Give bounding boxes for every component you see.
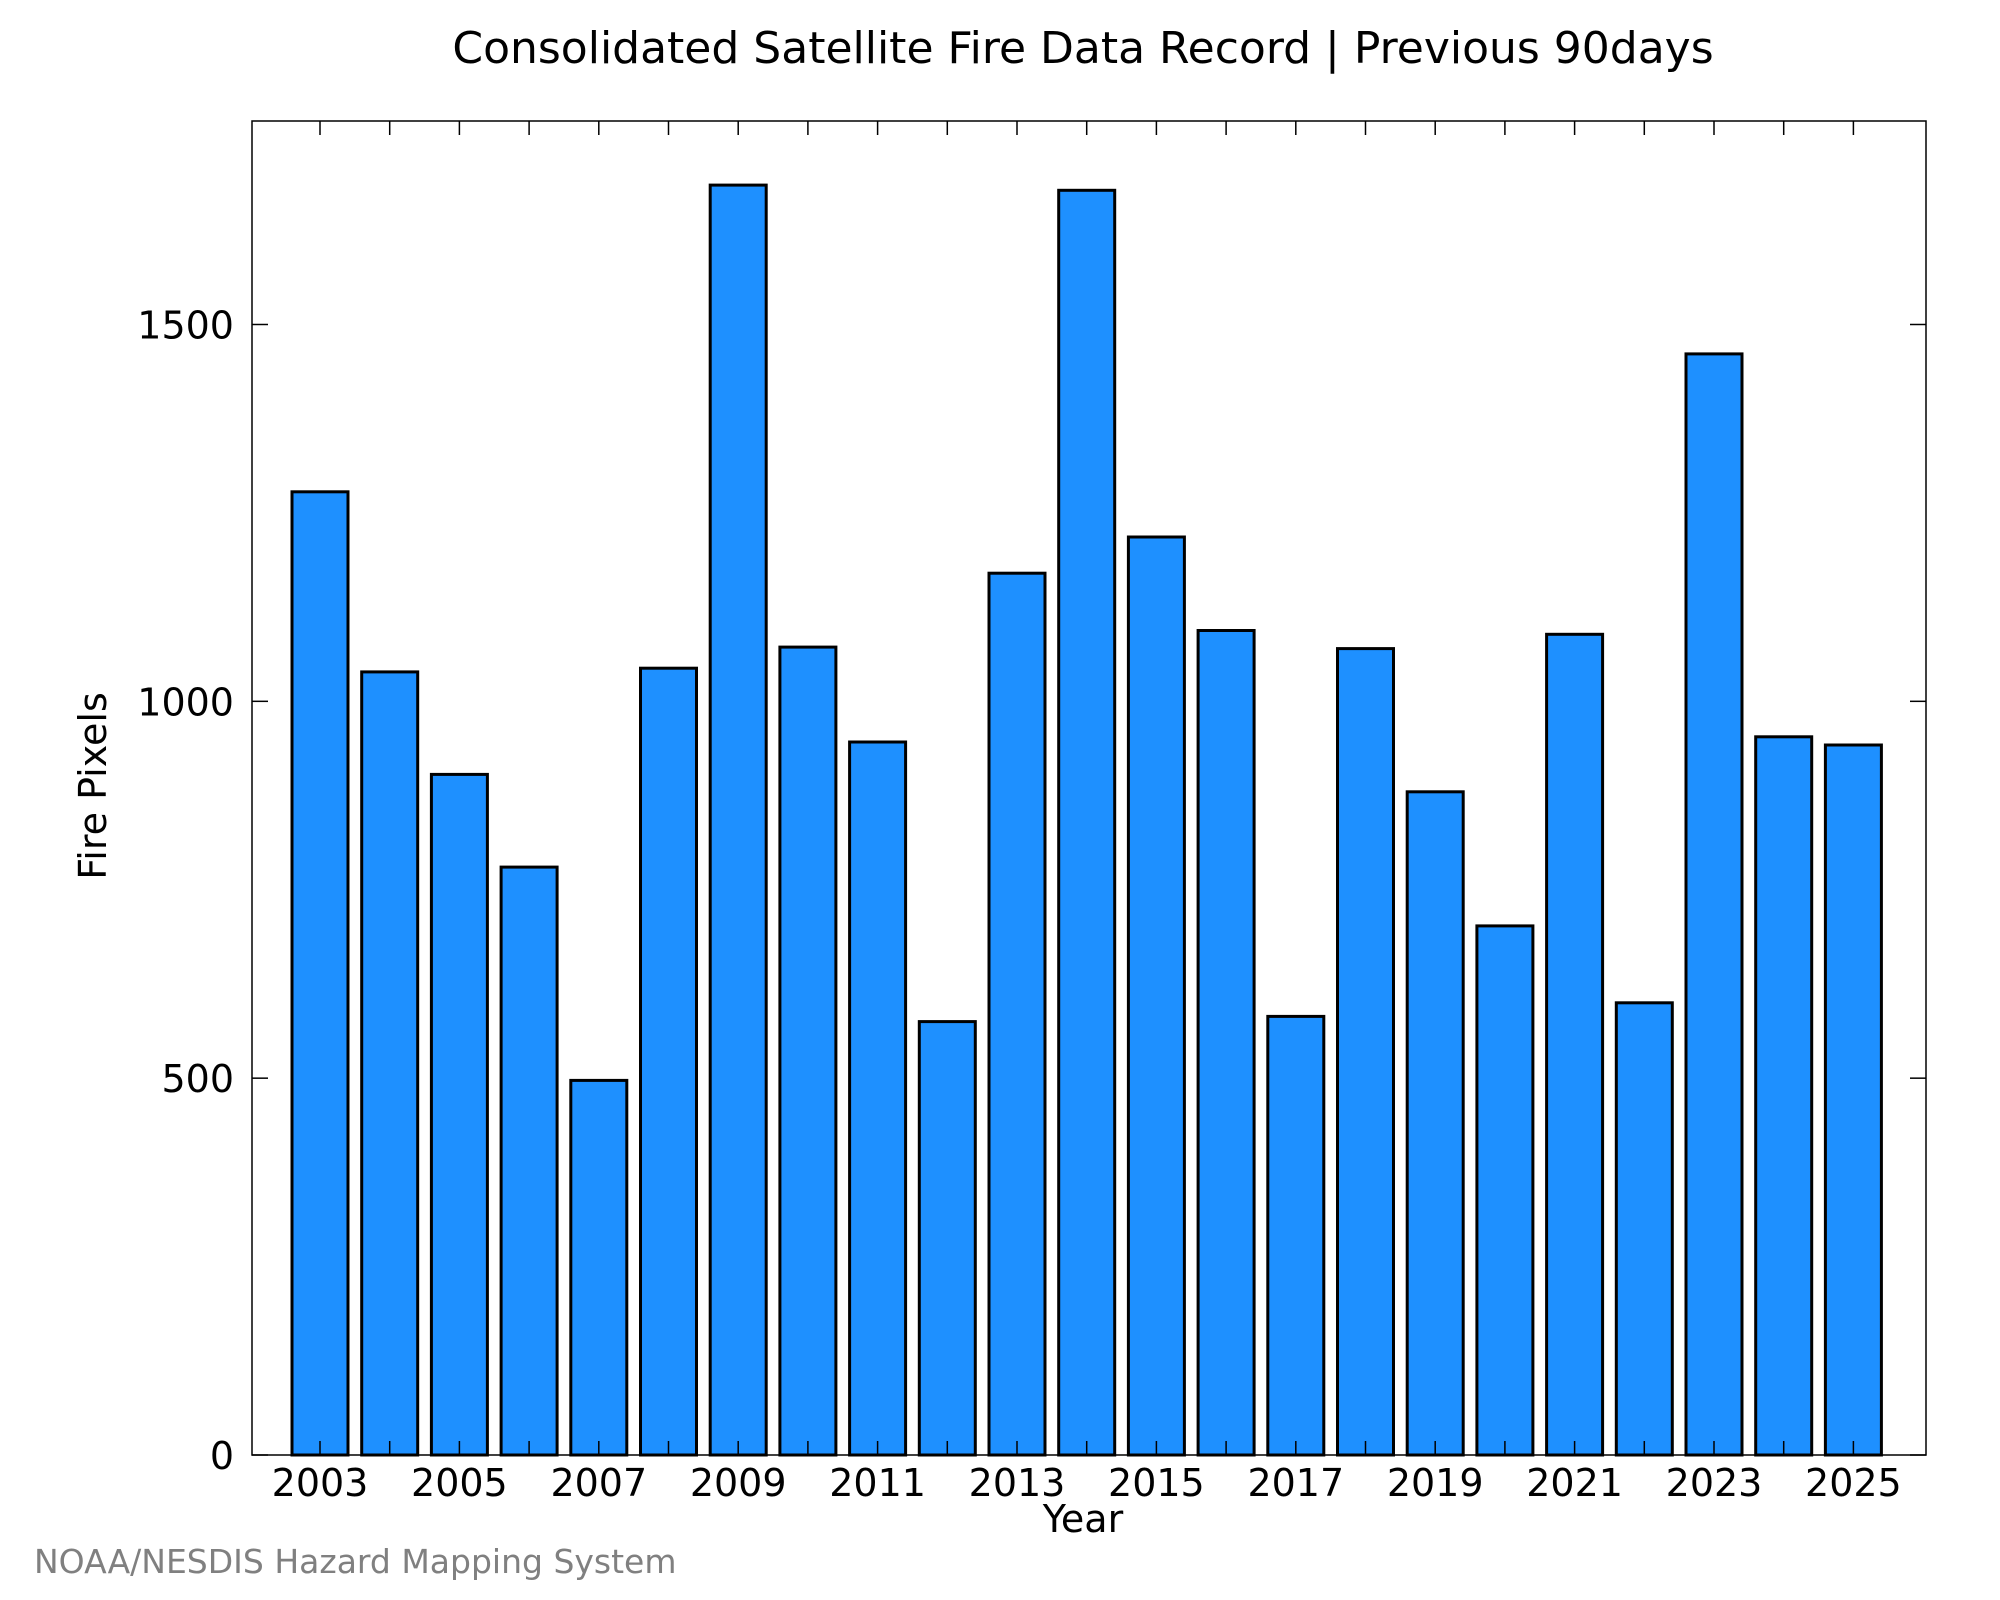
x-tick-label: 2021 bbox=[1526, 1461, 1623, 1505]
bar-2017 bbox=[1266, 1014, 1326, 1457]
bar-2013 bbox=[987, 571, 1047, 1457]
x-tick-label: 2019 bbox=[1387, 1461, 1484, 1505]
y-tick-label: 0 bbox=[210, 1434, 234, 1478]
bar-2012 bbox=[917, 1020, 977, 1457]
x-tick-label: 2007 bbox=[550, 1461, 647, 1505]
bar-2018 bbox=[1336, 647, 1395, 1457]
x-axis-ticks: 2003 2005 2007 2009 2011 2013 2015 2017 2019 2021… bbox=[272, 121, 1902, 1505]
credit-text: NOAA/NESDIS Hazard Mapping System bbox=[34, 1542, 677, 1581]
bars-group bbox=[290, 183, 1883, 1457]
bar-2023 bbox=[1684, 352, 1744, 1457]
bar-2024 bbox=[1754, 735, 1814, 1457]
y-axis-label: Fire Pixels bbox=[71, 692, 115, 880]
x-tick-label: 2015 bbox=[1108, 1461, 1205, 1505]
bar-2008 bbox=[639, 666, 698, 1457]
x-axis-label: Year bbox=[1042, 1497, 1124, 1541]
bar-2015 bbox=[1126, 535, 1186, 1457]
bar-2003 bbox=[290, 490, 350, 1457]
bar-2010 bbox=[778, 645, 838, 1457]
x-tick-label: 2011 bbox=[829, 1461, 926, 1505]
x-tick-label: 2017 bbox=[1247, 1461, 1344, 1505]
y-tick-label: 1000 bbox=[137, 680, 234, 724]
bar-2020 bbox=[1475, 924, 1535, 1457]
y-tick-label: 1500 bbox=[137, 303, 234, 347]
x-tick-label: 2003 bbox=[272, 1461, 369, 1505]
bar-2005 bbox=[429, 772, 489, 1457]
x-tick-label: 2023 bbox=[1666, 1461, 1763, 1505]
bar-2021 bbox=[1545, 632, 1605, 1457]
bar-2007 bbox=[569, 1078, 629, 1457]
bar-2009 bbox=[708, 183, 768, 1457]
bar-2011 bbox=[848, 740, 908, 1457]
bar-2014 bbox=[1057, 188, 1117, 1457]
y-tick-label: 500 bbox=[161, 1057, 234, 1101]
x-tick-label: 2005 bbox=[411, 1461, 508, 1505]
bar-2004 bbox=[360, 670, 420, 1457]
x-tick-label: 2009 bbox=[690, 1461, 787, 1505]
bar-2006 bbox=[499, 865, 559, 1457]
x-tick-label: 2013 bbox=[969, 1461, 1066, 1505]
bar-2019 bbox=[1405, 790, 1465, 1457]
bar-2025 bbox=[1823, 743, 1883, 1457]
chart-title: Consolidated Satellite Fire Data Record … bbox=[452, 23, 1713, 74]
bar-2016 bbox=[1196, 629, 1256, 1457]
plot-area-frame bbox=[251, 120, 1927, 1456]
y-axis-ticks: 0 500 1000 1500 bbox=[137, 303, 1926, 1478]
bar-2022 bbox=[1614, 1001, 1674, 1457]
x-tick-label: 2025 bbox=[1805, 1461, 1902, 1505]
